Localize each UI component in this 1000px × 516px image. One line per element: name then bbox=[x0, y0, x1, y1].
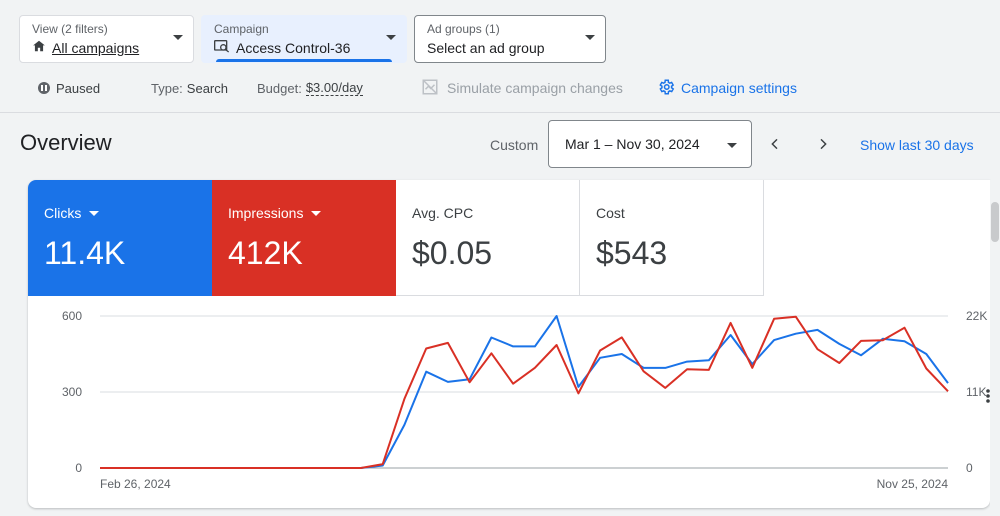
chevron-left-icon bbox=[771, 138, 778, 150]
chevron-down-icon bbox=[727, 143, 737, 148]
next-period-button[interactable] bbox=[811, 132, 835, 156]
metric-cost-label: Cost bbox=[596, 205, 625, 221]
paused-status: Paused bbox=[38, 78, 100, 98]
date-range-picker[interactable]: Mar 1 – Nov 30, 2024 bbox=[548, 120, 752, 168]
date-range-value: Mar 1 – Nov 30, 2024 bbox=[565, 136, 700, 152]
budget-value[interactable]: $3.00/day bbox=[305, 79, 363, 96]
campaign-type: Type: Search bbox=[151, 78, 228, 98]
ad-group-filter-value: Select an ad group bbox=[427, 40, 545, 56]
active-indicator bbox=[216, 59, 392, 62]
type-key: Type: bbox=[151, 80, 183, 96]
type-value: Search bbox=[186, 80, 228, 96]
left-axis-tick: 0 bbox=[75, 461, 82, 475]
metric-avg-cpc[interactable]: Avg. CPC $0.05 bbox=[396, 180, 580, 296]
metric-cost[interactable]: Cost $543 bbox=[580, 180, 764, 296]
metric-impressions-value: 412K bbox=[228, 235, 303, 271]
simulate-icon bbox=[421, 78, 439, 99]
metric-impressions[interactable]: Impressions 412K bbox=[212, 180, 396, 296]
x-end-label: Nov 25, 2024 bbox=[877, 477, 949, 491]
custom-range-label: Custom bbox=[490, 137, 539, 153]
chevron-right-icon bbox=[820, 138, 827, 150]
series-line-impressions bbox=[100, 315, 949, 469]
metric-avg-cpc-label: Avg. CPC bbox=[412, 205, 474, 221]
metric-avg-cpc-value: $0.05 bbox=[412, 235, 493, 271]
pause-icon bbox=[38, 82, 50, 94]
divider bbox=[0, 112, 1000, 113]
show-last-30-days-link[interactable]: Show last 30 days bbox=[860, 137, 974, 153]
paused-label: Paused bbox=[56, 80, 101, 96]
ad-group-filter-dropdown[interactable]: Ad groups (1) Select an ad group bbox=[414, 15, 606, 63]
view-filter-label: View (2 filters) bbox=[32, 22, 108, 36]
caret-down-icon[interactable] bbox=[89, 210, 100, 216]
left-axis-tick: 300 bbox=[62, 385, 82, 399]
left-axis-tick: 600 bbox=[62, 309, 82, 323]
campaign-filter-value: Access Control-36 bbox=[236, 40, 351, 56]
chevron-down-icon bbox=[173, 35, 183, 40]
metric-cost-value: $543 bbox=[596, 235, 668, 271]
caret-down-icon[interactable] bbox=[311, 210, 322, 216]
budget-key: Budget: bbox=[257, 80, 302, 96]
metric-impressions-label: Impressions bbox=[228, 205, 304, 221]
campaign-filter-label: Campaign bbox=[214, 22, 269, 36]
home-icon bbox=[32, 38, 46, 58]
simulate-label: Simulate campaign changes bbox=[447, 80, 623, 96]
view-filter-value[interactable]: All campaigns bbox=[52, 40, 140, 56]
more-vert-icon[interactable] bbox=[978, 388, 990, 404]
ad-group-filter-label: Ad groups (1) bbox=[427, 22, 500, 36]
scrollbar[interactable] bbox=[990, 180, 1000, 516]
chevron-down-icon bbox=[585, 35, 595, 40]
scrollbar-thumb[interactable] bbox=[991, 202, 999, 242]
performance-chart: 0 0 300 11K 600 22K Feb 26, 2024 Nov 25, 2024 bbox=[62, 309, 987, 491]
x-start-label: Feb 26, 2024 bbox=[100, 477, 171, 491]
view-filter-dropdown[interactable]: View (2 filters) All campaigns bbox=[19, 15, 194, 63]
chevron-down-icon bbox=[386, 35, 396, 40]
right-axis-tick: 22K bbox=[966, 309, 987, 323]
page-title: Overview bbox=[20, 130, 112, 155]
gear-icon bbox=[657, 78, 675, 99]
previous-period-button[interactable] bbox=[763, 132, 787, 156]
right-axis-tick: 11K bbox=[966, 385, 986, 399]
search-campaign-icon bbox=[214, 38, 230, 58]
campaign-budget[interactable]: Budget: $3.00/day bbox=[257, 78, 363, 98]
right-axis-tick: 0 bbox=[966, 461, 973, 475]
metric-clicks[interactable]: Clicks 11.4K bbox=[28, 180, 212, 296]
campaign-filter-dropdown[interactable]: Campaign Access Control-36 bbox=[201, 15, 407, 63]
campaign-settings-button[interactable]: Campaign settings bbox=[657, 78, 797, 98]
simulate-campaign-changes-button[interactable]: Simulate campaign changes bbox=[421, 78, 623, 98]
metric-clicks-value: 11.4K bbox=[44, 235, 126, 271]
metric-clicks-label: Clicks bbox=[44, 205, 82, 221]
campaign-settings-label: Campaign settings bbox=[681, 80, 797, 96]
